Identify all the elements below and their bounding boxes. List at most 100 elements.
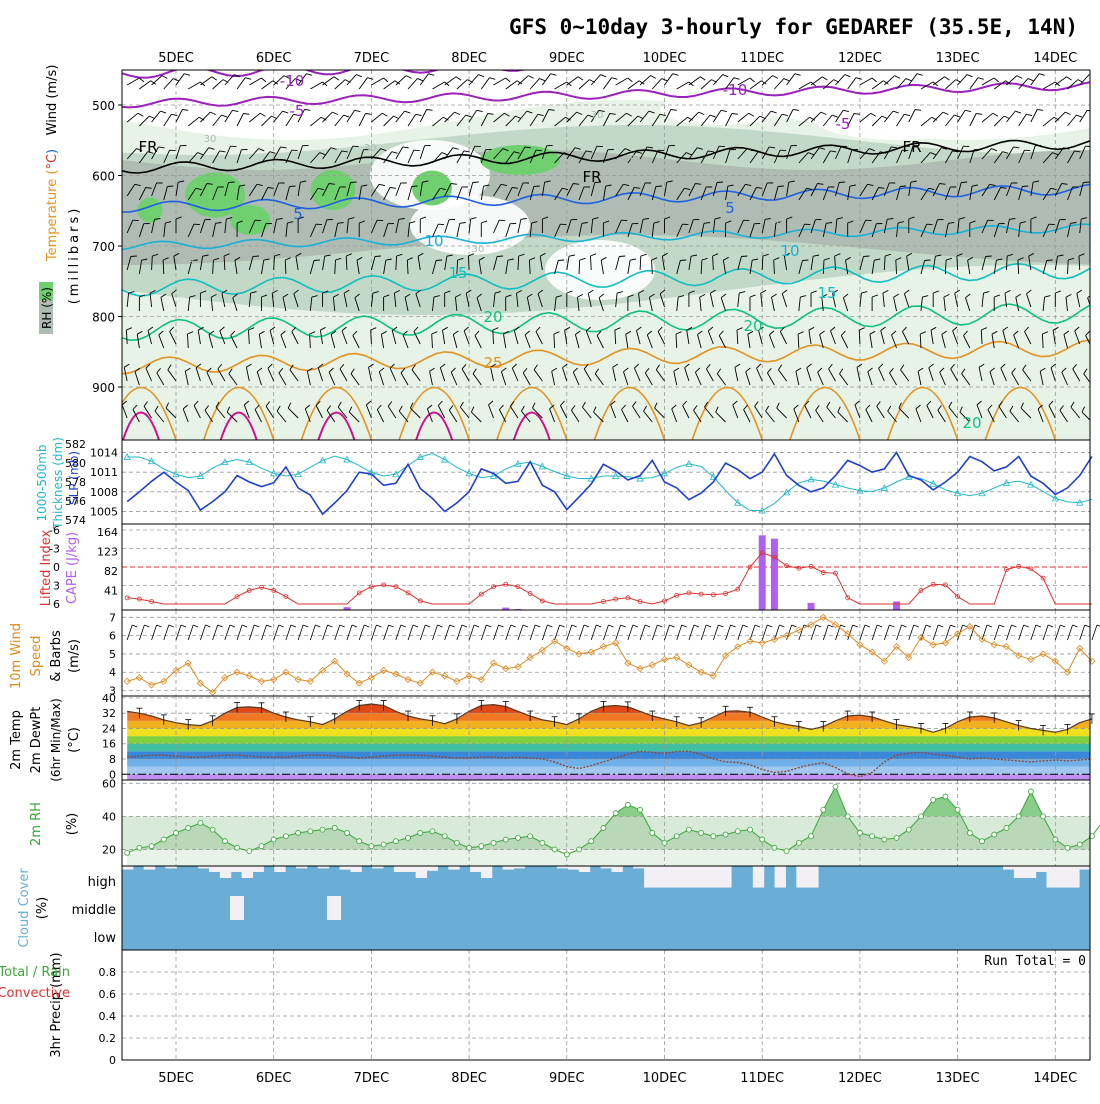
rh2m-marker [796, 840, 801, 845]
wind10-barb [884, 625, 889, 640]
contour-label: 5 [725, 199, 735, 217]
rh2m-marker [906, 827, 911, 832]
wind10-barb-feather [853, 625, 858, 627]
ylabel-thickness-2: Thickness (dm) [51, 437, 65, 530]
wind10-barb [542, 625, 547, 640]
wind10-barb-feather [633, 625, 638, 627]
contour-label: 15 [817, 284, 836, 302]
slp-line [127, 453, 1092, 515]
wind10-barb-feather [743, 625, 748, 627]
cloud-middle-gap [327, 896, 341, 920]
wind10-barb-feather [303, 625, 308, 627]
wind10-barb-feather [352, 625, 357, 627]
ylabel-wind10-3: & Barbs [49, 630, 64, 682]
wind10-barb-feather [621, 625, 626, 627]
rh2m-marker [344, 830, 349, 835]
wind10-barb [823, 625, 828, 640]
ylabel-temp2m-4-post: ) [67, 727, 82, 732]
date-label-top: 9DEC [549, 51, 585, 66]
wind10-barb-feather [608, 625, 613, 627]
profile-ytick-label: 600 [92, 170, 115, 184]
wind10-barb [579, 625, 584, 640]
thickness-line [127, 454, 1092, 511]
run-total-label: Run Total = 0 [984, 954, 1086, 969]
cloud-row-label: middle [72, 903, 116, 918]
wind-barb-feather [534, 186, 540, 187]
contour-label: 20 [483, 308, 502, 326]
wind10-barb [762, 625, 767, 640]
wind-barb-feather [167, 186, 173, 187]
wind10-barb-feather [572, 625, 577, 627]
precip-tick-label: 0.4 [99, 1010, 117, 1023]
cape-tick-label: 123 [97, 546, 118, 559]
wind10-barb-feather [450, 625, 455, 627]
temp-band [122, 713, 1090, 721]
wind-barb-feather [1094, 185, 1100, 186]
cloud-high-gap [340, 866, 351, 870]
wind10-barb [188, 625, 193, 640]
rh2m-marker [894, 835, 899, 840]
rh-band-low [122, 849, 1090, 866]
wind-barb-feather [497, 256, 503, 257]
rh2m-marker [711, 834, 716, 839]
wind10-barb [665, 625, 670, 640]
temp2m-tick-label: 40 [102, 692, 116, 705]
wind10-barb [945, 625, 950, 640]
rh2m-marker [296, 830, 301, 835]
cape-tick-label: 41 [104, 585, 118, 598]
cloud-high-gap [427, 866, 438, 871]
contour-label: 30 [204, 134, 217, 145]
ylabel-precip-3: Convective [0, 986, 70, 1001]
ylabel-lifted-index: Lifted Index [39, 529, 54, 606]
wind10-barb [1055, 625, 1060, 640]
date-label-top: 11DEC [740, 51, 784, 66]
rh2m-marker [357, 839, 362, 844]
wind10-barb [506, 625, 511, 640]
cloud-high-gap [503, 866, 514, 870]
wind10-barb [127, 625, 132, 640]
cape-bar [808, 603, 815, 610]
date-label-top: 13DEC [936, 51, 980, 66]
rh2m-marker [540, 840, 545, 845]
contour-label: 10 [182, 254, 195, 265]
contour-label: 50 [624, 154, 637, 165]
wind10-barb-feather [755, 625, 760, 627]
wind10-barb-feather [975, 625, 980, 627]
li-tick-label: 0 [53, 561, 60, 574]
cloud-high-gap [481, 866, 492, 878]
rh2m-marker [601, 825, 606, 830]
wind10-barb-feather [1048, 625, 1053, 627]
wind-barb-feather [375, 256, 381, 257]
wind10-barb [555, 625, 560, 640]
cloud-high-gap [416, 866, 427, 878]
cloud-high-gap [698, 866, 709, 888]
wind-barb-feather [864, 256, 870, 257]
wind-barb-feather [717, 182, 723, 183]
thickness-tick-label: 574 [65, 514, 86, 527]
wind10-barb [872, 625, 877, 640]
contour-label: -10 [280, 72, 305, 90]
rh2m-marker [809, 834, 814, 839]
profile-ytick-label: 500 [92, 99, 115, 113]
wind10-barb-feather [596, 625, 601, 627]
wind10-barb-feather [437, 625, 442, 627]
wind10-barb [408, 625, 413, 640]
rh2m-marker [821, 807, 826, 812]
slp-scale-label: 1014 [90, 447, 118, 460]
temp-band [122, 767, 1090, 775]
wind10-barb-feather [792, 625, 797, 627]
wind-barb-feather [253, 256, 259, 257]
wind10-barb-feather [914, 625, 919, 627]
ylabel-rh2m: 2m RH [29, 802, 44, 846]
rh2m-marker [222, 839, 227, 844]
wind10-barb [457, 625, 462, 640]
wind-barb-feather [314, 260, 320, 261]
cloud-high-gap [1025, 866, 1036, 878]
contour-label: 30 [832, 182, 845, 193]
wind10-barb [750, 625, 755, 640]
date-label-bottom: 6DEC [256, 1071, 292, 1086]
wind-barb [1092, 186, 1094, 200]
cloud-high-gap [448, 866, 459, 870]
